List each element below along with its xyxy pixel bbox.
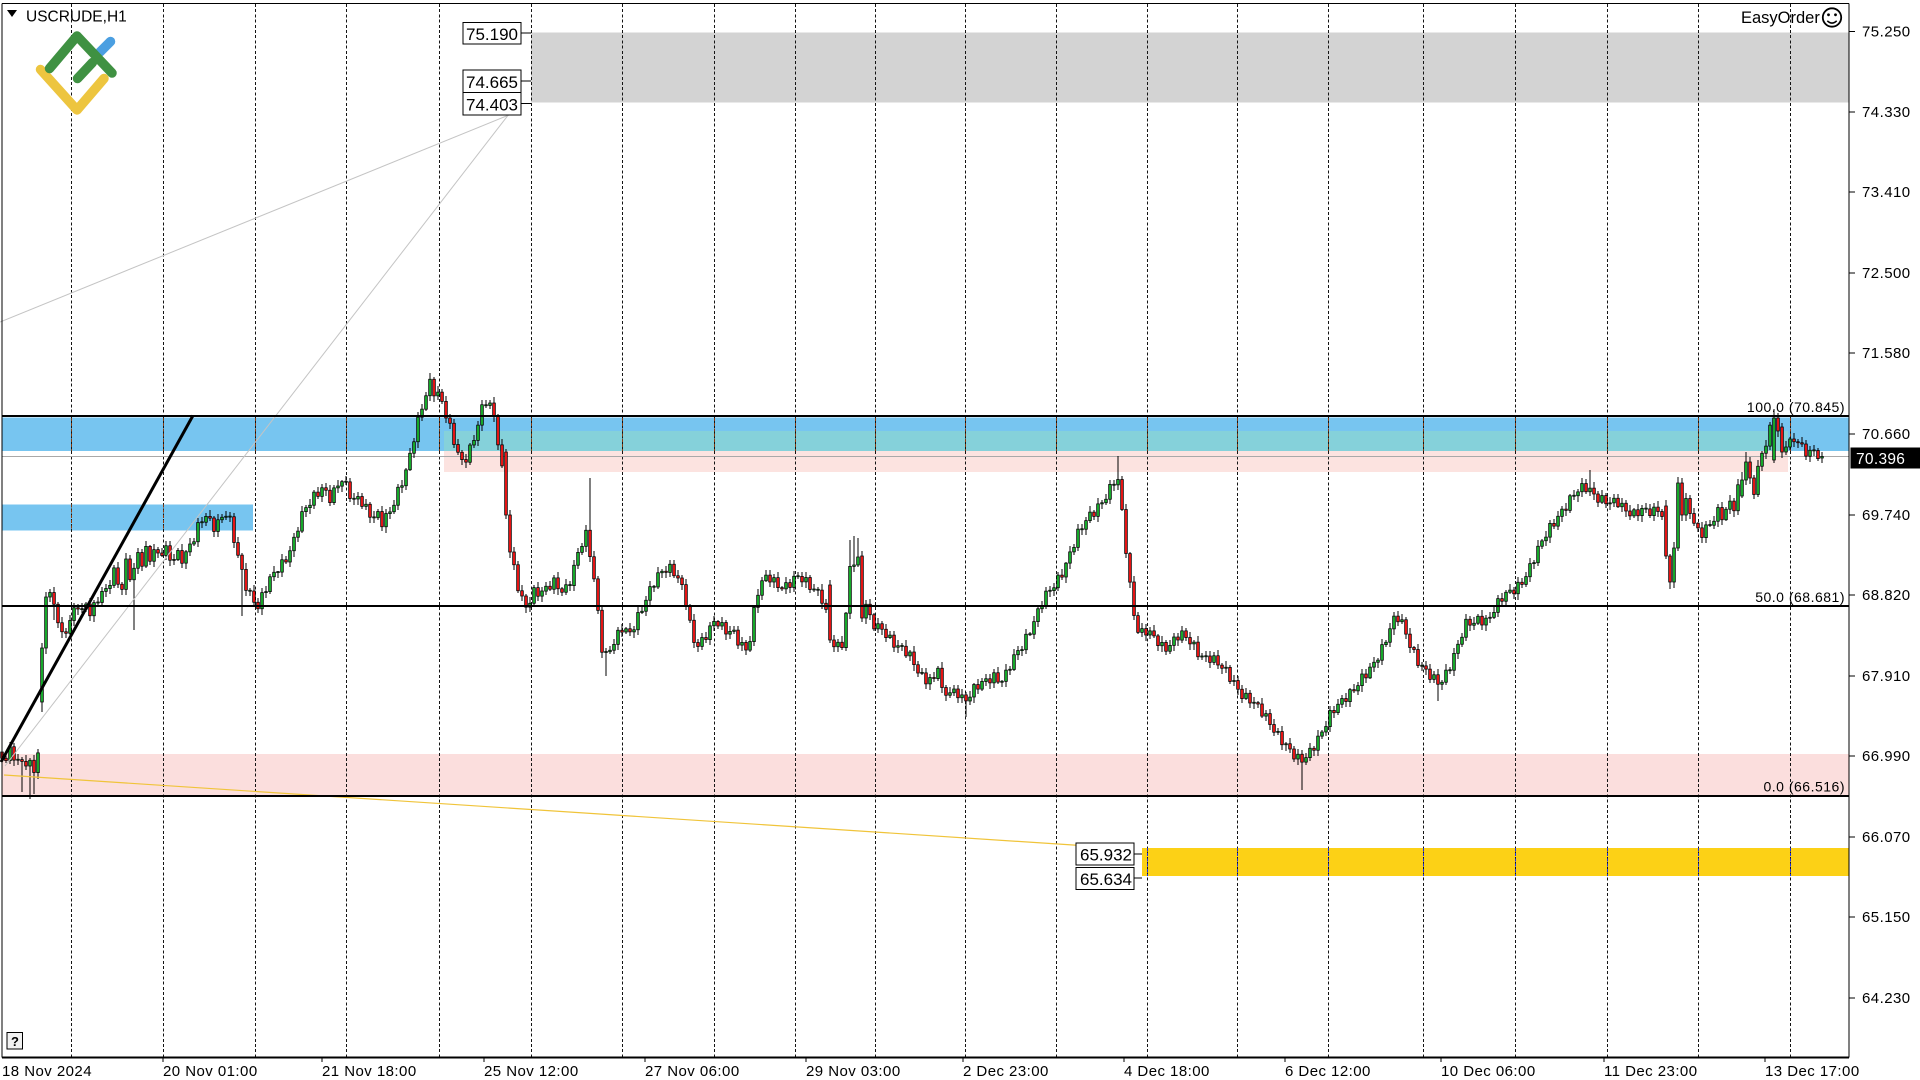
svg-text:2 Dec 23:00: 2 Dec 23:00	[963, 1063, 1049, 1080]
svg-text:65.150: 65.150	[1862, 909, 1911, 926]
svg-text:74.330: 74.330	[1862, 104, 1911, 121]
svg-text:66.990: 66.990	[1862, 748, 1911, 765]
svg-text:4 Dec 18:00: 4 Dec 18:00	[1124, 1063, 1210, 1080]
svg-text:25 Nov 12:00: 25 Nov 12:00	[484, 1063, 579, 1080]
svg-text:66.070: 66.070	[1862, 829, 1911, 846]
svg-text:18 Nov 2024: 18 Nov 2024	[2, 1063, 92, 1080]
svg-text:74.665: 74.665	[466, 73, 518, 92]
svg-text:75.190: 75.190	[466, 25, 518, 44]
svg-text:65.932: 65.932	[1080, 846, 1132, 865]
svg-text:74.403: 74.403	[466, 96, 518, 115]
svg-text:70.396: 70.396	[1856, 451, 1905, 468]
svg-text:USCRUDE,H1: USCRUDE,H1	[26, 9, 127, 26]
svg-text:65.634: 65.634	[1080, 870, 1132, 889]
svg-text:71.580: 71.580	[1862, 345, 1911, 362]
svg-text:73.410: 73.410	[1862, 184, 1911, 201]
svg-text:50.0 (68.681): 50.0 (68.681)	[1755, 589, 1845, 605]
svg-text:64.230: 64.230	[1862, 990, 1911, 1007]
svg-text:100.0 (70.845): 100.0 (70.845)	[1747, 399, 1845, 415]
svg-text:67.910: 67.910	[1862, 668, 1911, 685]
svg-text:6 Dec 12:00: 6 Dec 12:00	[1285, 1063, 1371, 1080]
svg-text:27 Nov 06:00: 27 Nov 06:00	[645, 1063, 740, 1080]
svg-text:?: ?	[11, 1034, 19, 1049]
svg-text:11 Dec 23:00: 11 Dec 23:00	[1604, 1063, 1698, 1080]
svg-text:21 Nov 18:00: 21 Nov 18:00	[322, 1063, 417, 1080]
svg-text:EasyOrder: EasyOrder	[1741, 9, 1820, 27]
svg-text:13 Dec 17:00: 13 Dec 17:00	[1765, 1063, 1860, 1080]
svg-text:10 Dec 06:00: 10 Dec 06:00	[1441, 1063, 1536, 1080]
svg-text:72.500: 72.500	[1862, 265, 1911, 282]
svg-text:75.250: 75.250	[1862, 24, 1911, 41]
svg-text:70.660: 70.660	[1862, 426, 1911, 443]
svg-text:0.0 (66.516): 0.0 (66.516)	[1764, 779, 1846, 795]
svg-text:69.740: 69.740	[1862, 507, 1911, 524]
svg-text:29 Nov 03:00: 29 Nov 03:00	[806, 1063, 901, 1080]
svg-text:68.820: 68.820	[1862, 587, 1911, 604]
svg-text:20 Nov 01:00: 20 Nov 01:00	[163, 1063, 258, 1080]
